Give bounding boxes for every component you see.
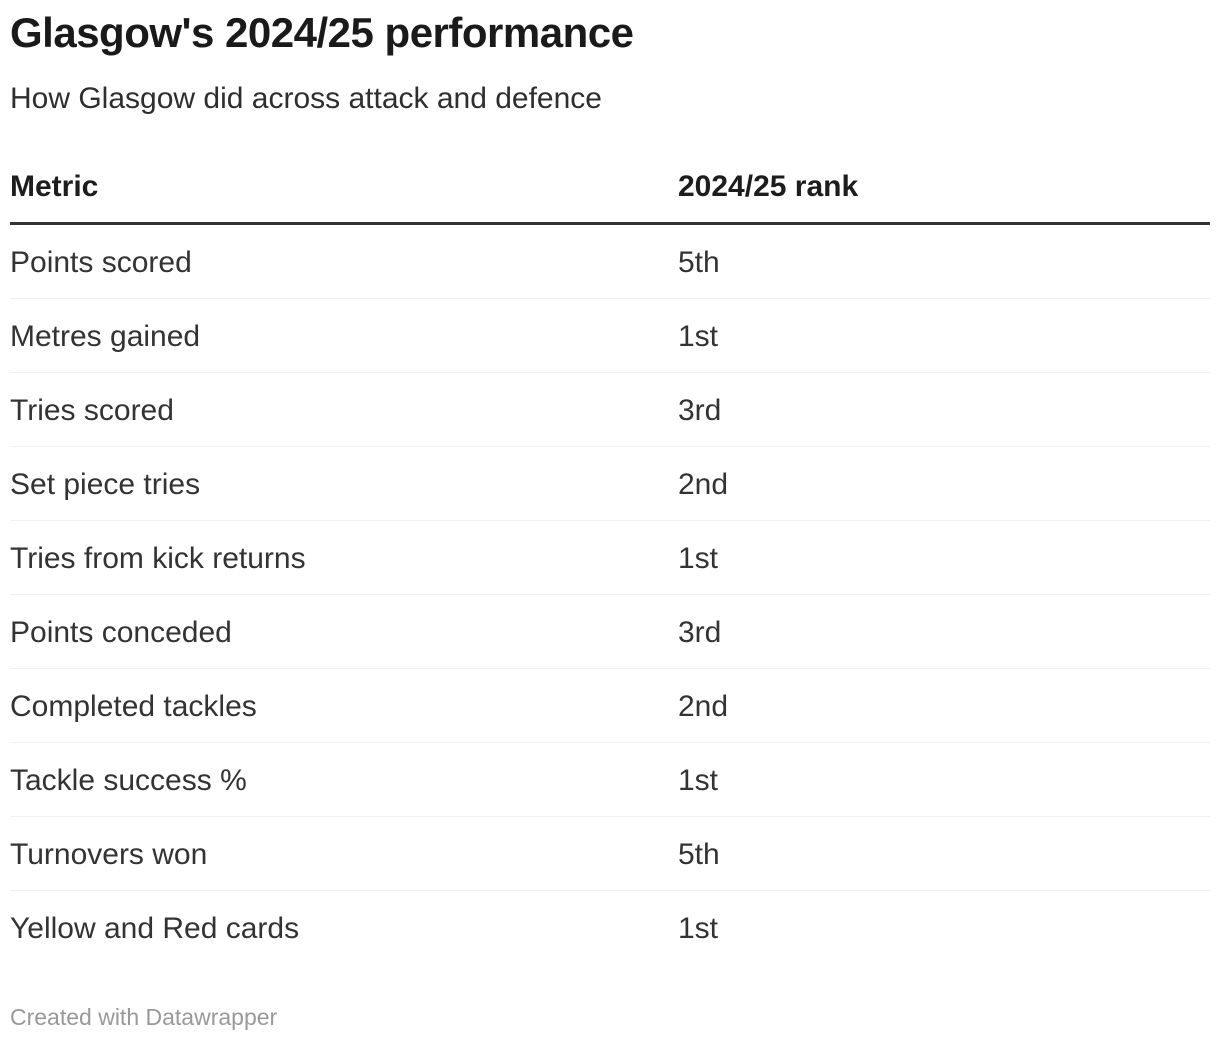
rank-cell: 3rd [678, 594, 1210, 669]
table-row: Yellow and Red cards 1st [10, 891, 1210, 965]
rank-cell: 2nd [678, 446, 1210, 521]
metric-cell: Metres gained [10, 298, 678, 373]
rank-cell: 1st [678, 520, 1210, 595]
rank-cell: 5th [678, 816, 1210, 891]
table-body: Points scored 5th Metres gained 1st Trie… [10, 223, 1210, 965]
table-row: Turnovers won 5th [10, 816, 1210, 891]
metric-cell: Turnovers won [10, 816, 678, 891]
table-row: Tackle success % 1st [10, 742, 1210, 817]
table-row: Completed tackles 2nd [10, 668, 1210, 743]
metric-cell: Points conceded [10, 594, 678, 669]
chart-subtitle: How Glasgow did across attack and defenc… [10, 82, 602, 115]
credit-line: Created with Datawrapper [10, 1004, 278, 1030]
column-header-metric: Metric [10, 169, 678, 225]
rank-cell: 2nd [678, 668, 1210, 743]
column-header-rank: 2024/25 rank [678, 169, 1210, 225]
metric-cell: Tries scored [10, 372, 678, 447]
rank-cell: 5th [678, 223, 1210, 299]
metric-cell: Tackle success % [10, 742, 678, 817]
rank-cell: 1st [678, 742, 1210, 817]
chart-title: Glasgow's 2024/25 performance [10, 9, 634, 56]
metric-cell: Yellow and Red cards [10, 912, 300, 945]
metric-cell: Tries from kick returns [10, 520, 678, 595]
table-row: Points conceded 3rd [10, 594, 1210, 669]
metric-cell: Set piece tries [10, 446, 678, 521]
table-row: Metres gained 1st [10, 298, 1210, 373]
rank-cell: 1st [678, 912, 719, 945]
table-row: Set piece tries 2nd [10, 446, 1210, 521]
table-header-row: Metric 2024/25 rank [10, 169, 1210, 225]
table-head: Metric 2024/25 rank [10, 169, 1210, 225]
rank-cell: 1st [678, 298, 1210, 373]
table-row: Tries scored 3rd [10, 372, 1210, 447]
metric-cell: Completed tackles [10, 668, 678, 743]
metric-cell: Points scored [10, 223, 678, 299]
table-row: Tries from kick returns 1st [10, 520, 1210, 595]
table-row: Points scored 5th [10, 223, 1210, 299]
rank-cell: 3rd [678, 372, 1210, 447]
rank-table: Metric 2024/25 rank Points scored 5th Me… [10, 169, 1210, 964]
